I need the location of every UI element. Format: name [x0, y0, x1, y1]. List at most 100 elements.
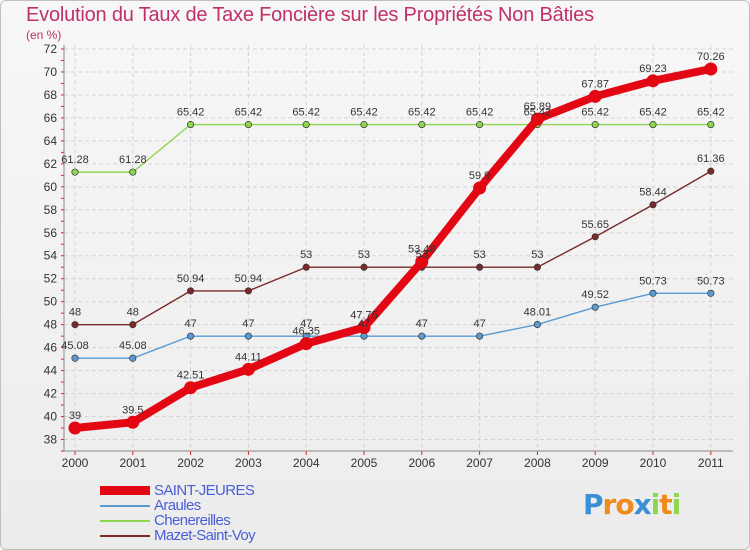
data-point-araules [591, 303, 599, 311]
data-label-mazet-saint-voy: 48 [69, 307, 81, 319]
data-label-chenereilles: 65.42 [639, 107, 667, 119]
series-line-saint-jeures [71, 64, 715, 433]
data-label-mazet-saint-voy: 61.36 [697, 153, 725, 165]
data-point-araules [187, 332, 195, 340]
data-point-mazet-saint-voy [302, 263, 310, 271]
data-point-araules [707, 289, 715, 297]
x-tick-label: 2004 [293, 456, 320, 470]
data-label-mazet-saint-voy: 50.94 [235, 273, 263, 285]
data-point-mazet-saint-voy [129, 321, 137, 329]
data-label-chenereilles: 65.42 [581, 107, 609, 119]
data-label-saint-jeures: 42.51 [177, 370, 205, 382]
x-tick-label: 2009 [582, 456, 609, 470]
data-label-chenereilles: 65.42 [292, 107, 320, 119]
data-label-chenereilles: 65.42 [466, 107, 494, 119]
legend-label-araules: Araules [154, 497, 201, 514]
x-tick-label: 2011 [698, 456, 724, 470]
data-point-saint-jeures [299, 337, 313, 351]
grid-layer [64, 45, 733, 451]
logo-letter: i [671, 488, 682, 521]
data-label-araules: 47 [473, 318, 485, 330]
axis-layer: 38 40 42 44 46 48 50 52 54 56 58 60 62 64 66 68 70 72 2000… [44, 42, 733, 470]
data-label-mazet-saint-voy: 53 [300, 249, 312, 261]
data-point-saint-jeures [704, 62, 718, 76]
x-tick-label: 2007 [466, 456, 493, 470]
data-label-mazet-saint-voy: 53 [416, 249, 428, 261]
data-label-saint-jeures: 67.87 [581, 78, 609, 90]
data-point-mazet-saint-voy [187, 287, 195, 295]
legend-swatch-mazet-saint-voy [100, 535, 150, 537]
data-point-chenereilles [302, 121, 310, 129]
data-label-mazet-saint-voy: 50.94 [177, 273, 205, 285]
data-label-chenereilles: 61.28 [119, 154, 147, 166]
data-label-mazet-saint-voy: 55.65 [581, 219, 609, 231]
y-tick-label: 50 [44, 295, 58, 309]
y-tick-label: 70 [44, 65, 58, 79]
data-point-araules [71, 354, 79, 362]
data-point-mazet-saint-voy [649, 201, 657, 209]
data-point-chenereilles [187, 121, 195, 129]
legend-label-chenereilles: Chenereilles [154, 512, 231, 529]
data-label-saint-jeures: 39 [69, 410, 81, 422]
data-point-chenereilles [360, 121, 368, 129]
data-point-saint-jeures [357, 321, 371, 335]
data-point-saint-jeures [68, 421, 82, 435]
data-point-saint-jeures [415, 255, 429, 269]
y-tick-label: 40 [44, 410, 58, 424]
chart-subtitle: (en %) [26, 28, 62, 42]
y-tick-label: 60 [44, 180, 58, 194]
data-label-chenereilles: 65.42 [524, 107, 552, 119]
data-point-araules [476, 332, 484, 340]
data-point-saint-jeures [588, 89, 602, 103]
data-point-chenereilles [707, 121, 715, 129]
data-point-chenereilles [476, 121, 484, 129]
data-label-saint-jeures: 47.75 [350, 310, 378, 322]
logo-letter: t [659, 488, 672, 521]
logo-letter: o [615, 488, 634, 521]
data-label-araules: 50.73 [639, 275, 667, 287]
data-label-chenereilles: 65.42 [697, 107, 725, 119]
data-label-araules: 45.08 [61, 340, 89, 352]
data-point-chenereilles [418, 121, 426, 129]
data-point-mazet-saint-voy [476, 263, 484, 271]
data-label-layer: 45.08 45.08 47 47 47 47 47 47 48.01 49.52 50.73 50.… [61, 51, 724, 422]
data-label-mazet-saint-voy: 48 [127, 307, 139, 319]
data-label-chenereilles: 65.42 [177, 107, 205, 119]
data-label-saint-jeures: 46.35 [292, 326, 320, 338]
legend-swatch-saint-jeures [100, 486, 150, 495]
data-label-chenereilles: 61.28 [61, 154, 89, 166]
x-tick-label: 2005 [351, 456, 378, 470]
y-tick-label: 64 [44, 134, 58, 148]
y-tick-label: 56 [44, 226, 58, 240]
legend-swatch-araules [100, 505, 150, 507]
data-label-araules: 45.08 [119, 340, 147, 352]
data-point-chenereilles [244, 121, 252, 129]
data-point-saint-jeures [530, 112, 544, 126]
data-point-mazet-saint-voy [244, 287, 252, 295]
data-point-chenereilles [591, 121, 599, 129]
data-point-chenereilles [71, 168, 79, 176]
data-point-araules [533, 320, 541, 329]
data-label-chenereilles: 65.42 [350, 107, 378, 119]
data-point-araules [418, 332, 426, 340]
data-label-mazet-saint-voy: 53 [358, 249, 370, 261]
logo-letter: i [650, 488, 661, 521]
data-point-saint-jeures [646, 74, 660, 88]
y-tick-label: 52 [44, 272, 58, 286]
y-tick-label: 42 [44, 387, 58, 401]
data-point-araules [244, 332, 252, 340]
logo-letter: P [583, 488, 604, 521]
data-point-saint-jeures [126, 415, 140, 429]
data-label-mazet-saint-voy: 58.44 [639, 187, 667, 199]
y-tick-label: 68 [44, 88, 58, 102]
data-label-araules: 50.73 [697, 275, 725, 287]
data-point-saint-jeures [184, 381, 198, 395]
data-label-saint-jeures: 44.11 [235, 351, 262, 363]
x-tick-label: 2006 [408, 456, 435, 470]
data-label-mazet-saint-voy: 53 [531, 249, 543, 261]
y-tick-label: 46 [44, 341, 58, 355]
data-point-mazet-saint-voy [360, 263, 368, 271]
data-label-saint-jeures: 53.48 [408, 244, 436, 256]
x-tick-label: 2001 [119, 456, 146, 470]
